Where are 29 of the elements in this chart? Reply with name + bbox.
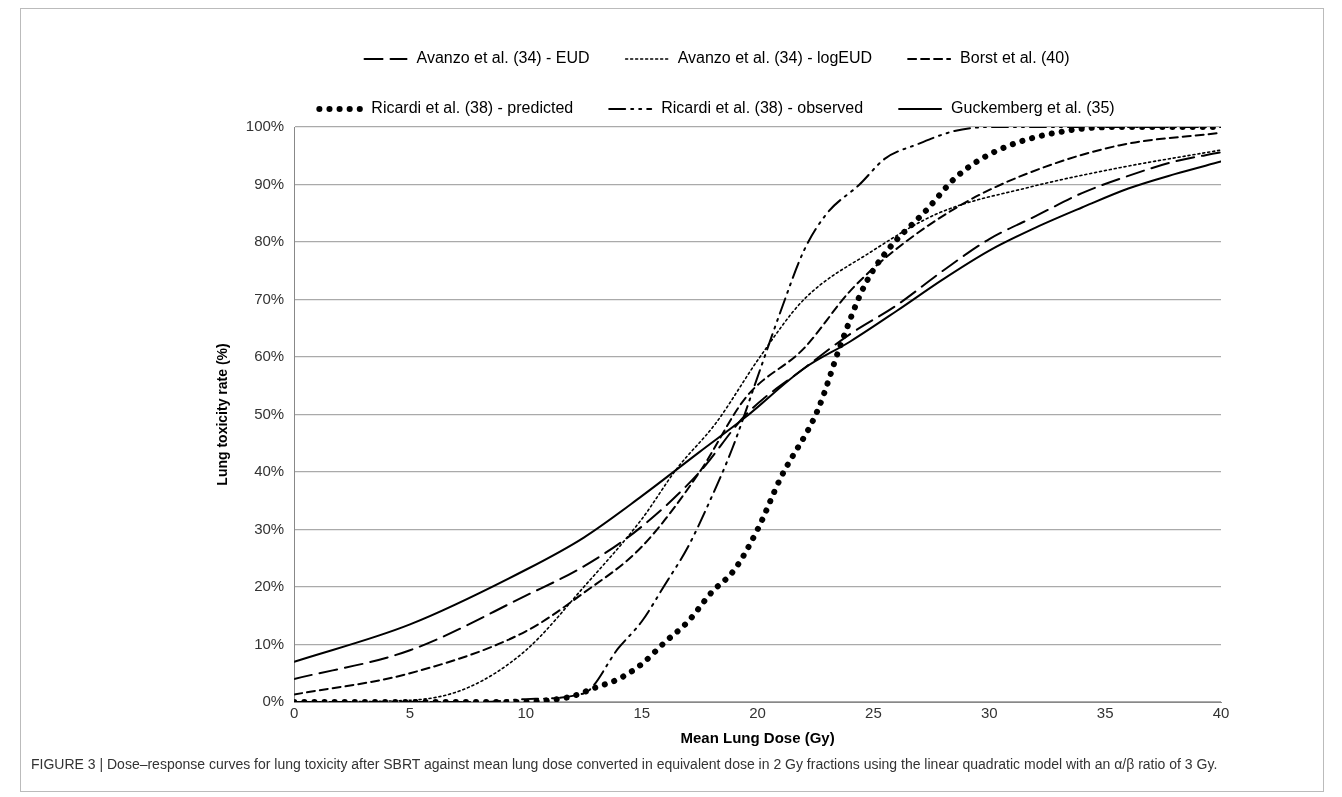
y-tick-label: 30% (254, 519, 285, 537)
y-tick-label: 80% (254, 232, 285, 250)
y-tick-label: 20% (254, 577, 285, 595)
y-tick-label: 100% (245, 117, 285, 135)
x-tick-label: 30 (980, 704, 998, 722)
y-tick-label: 70% (254, 289, 285, 307)
legend-label: Ricardi et al. (38) - observed (661, 99, 864, 117)
caption: FIGURE 3 | Dose–response curves for lung toxicity after SBRT against mean lung dose converted in equivalent dose in 2 Gy fractions using the linear quadratic model with an α/β ratio of 3 Gy. (31, 755, 1219, 774)
x-axis-title: Mean Lung Dose (Gy) (680, 729, 835, 747)
x-tick-label: 5 (405, 704, 415, 722)
y-axis-title: Lung toxicity rate (%) (214, 343, 231, 486)
legend-label: Borst et al. (40) (960, 49, 1070, 67)
y-tick-label: 90% (254, 174, 285, 192)
x-tick-label: 0 (289, 704, 299, 722)
legend-label: Ricardi et al. (38) - predicted (371, 99, 574, 117)
x-tick-label: 15 (633, 704, 651, 722)
x-tick-label: 35 (1096, 704, 1114, 722)
x-tick-label: 40 (1212, 704, 1230, 722)
x-tick-label: 25 (865, 704, 882, 722)
y-tick-label: 40% (254, 462, 285, 480)
x-tick-label: 20 (749, 704, 766, 722)
y-tick-label: 10% (254, 634, 285, 652)
legend-label: Avanzo et al. (34) - EUD (416, 49, 590, 67)
legend-label: Avanzo et al. (34) - logEUD (677, 49, 873, 67)
y-tick-label: 0% (262, 692, 285, 710)
y-tick-label: 60% (254, 347, 285, 365)
x-tick-label: 10 (517, 704, 535, 722)
legend-label: Guckemberg et al. (35) (951, 99, 1115, 117)
y-tick-label: 50% (254, 404, 285, 422)
